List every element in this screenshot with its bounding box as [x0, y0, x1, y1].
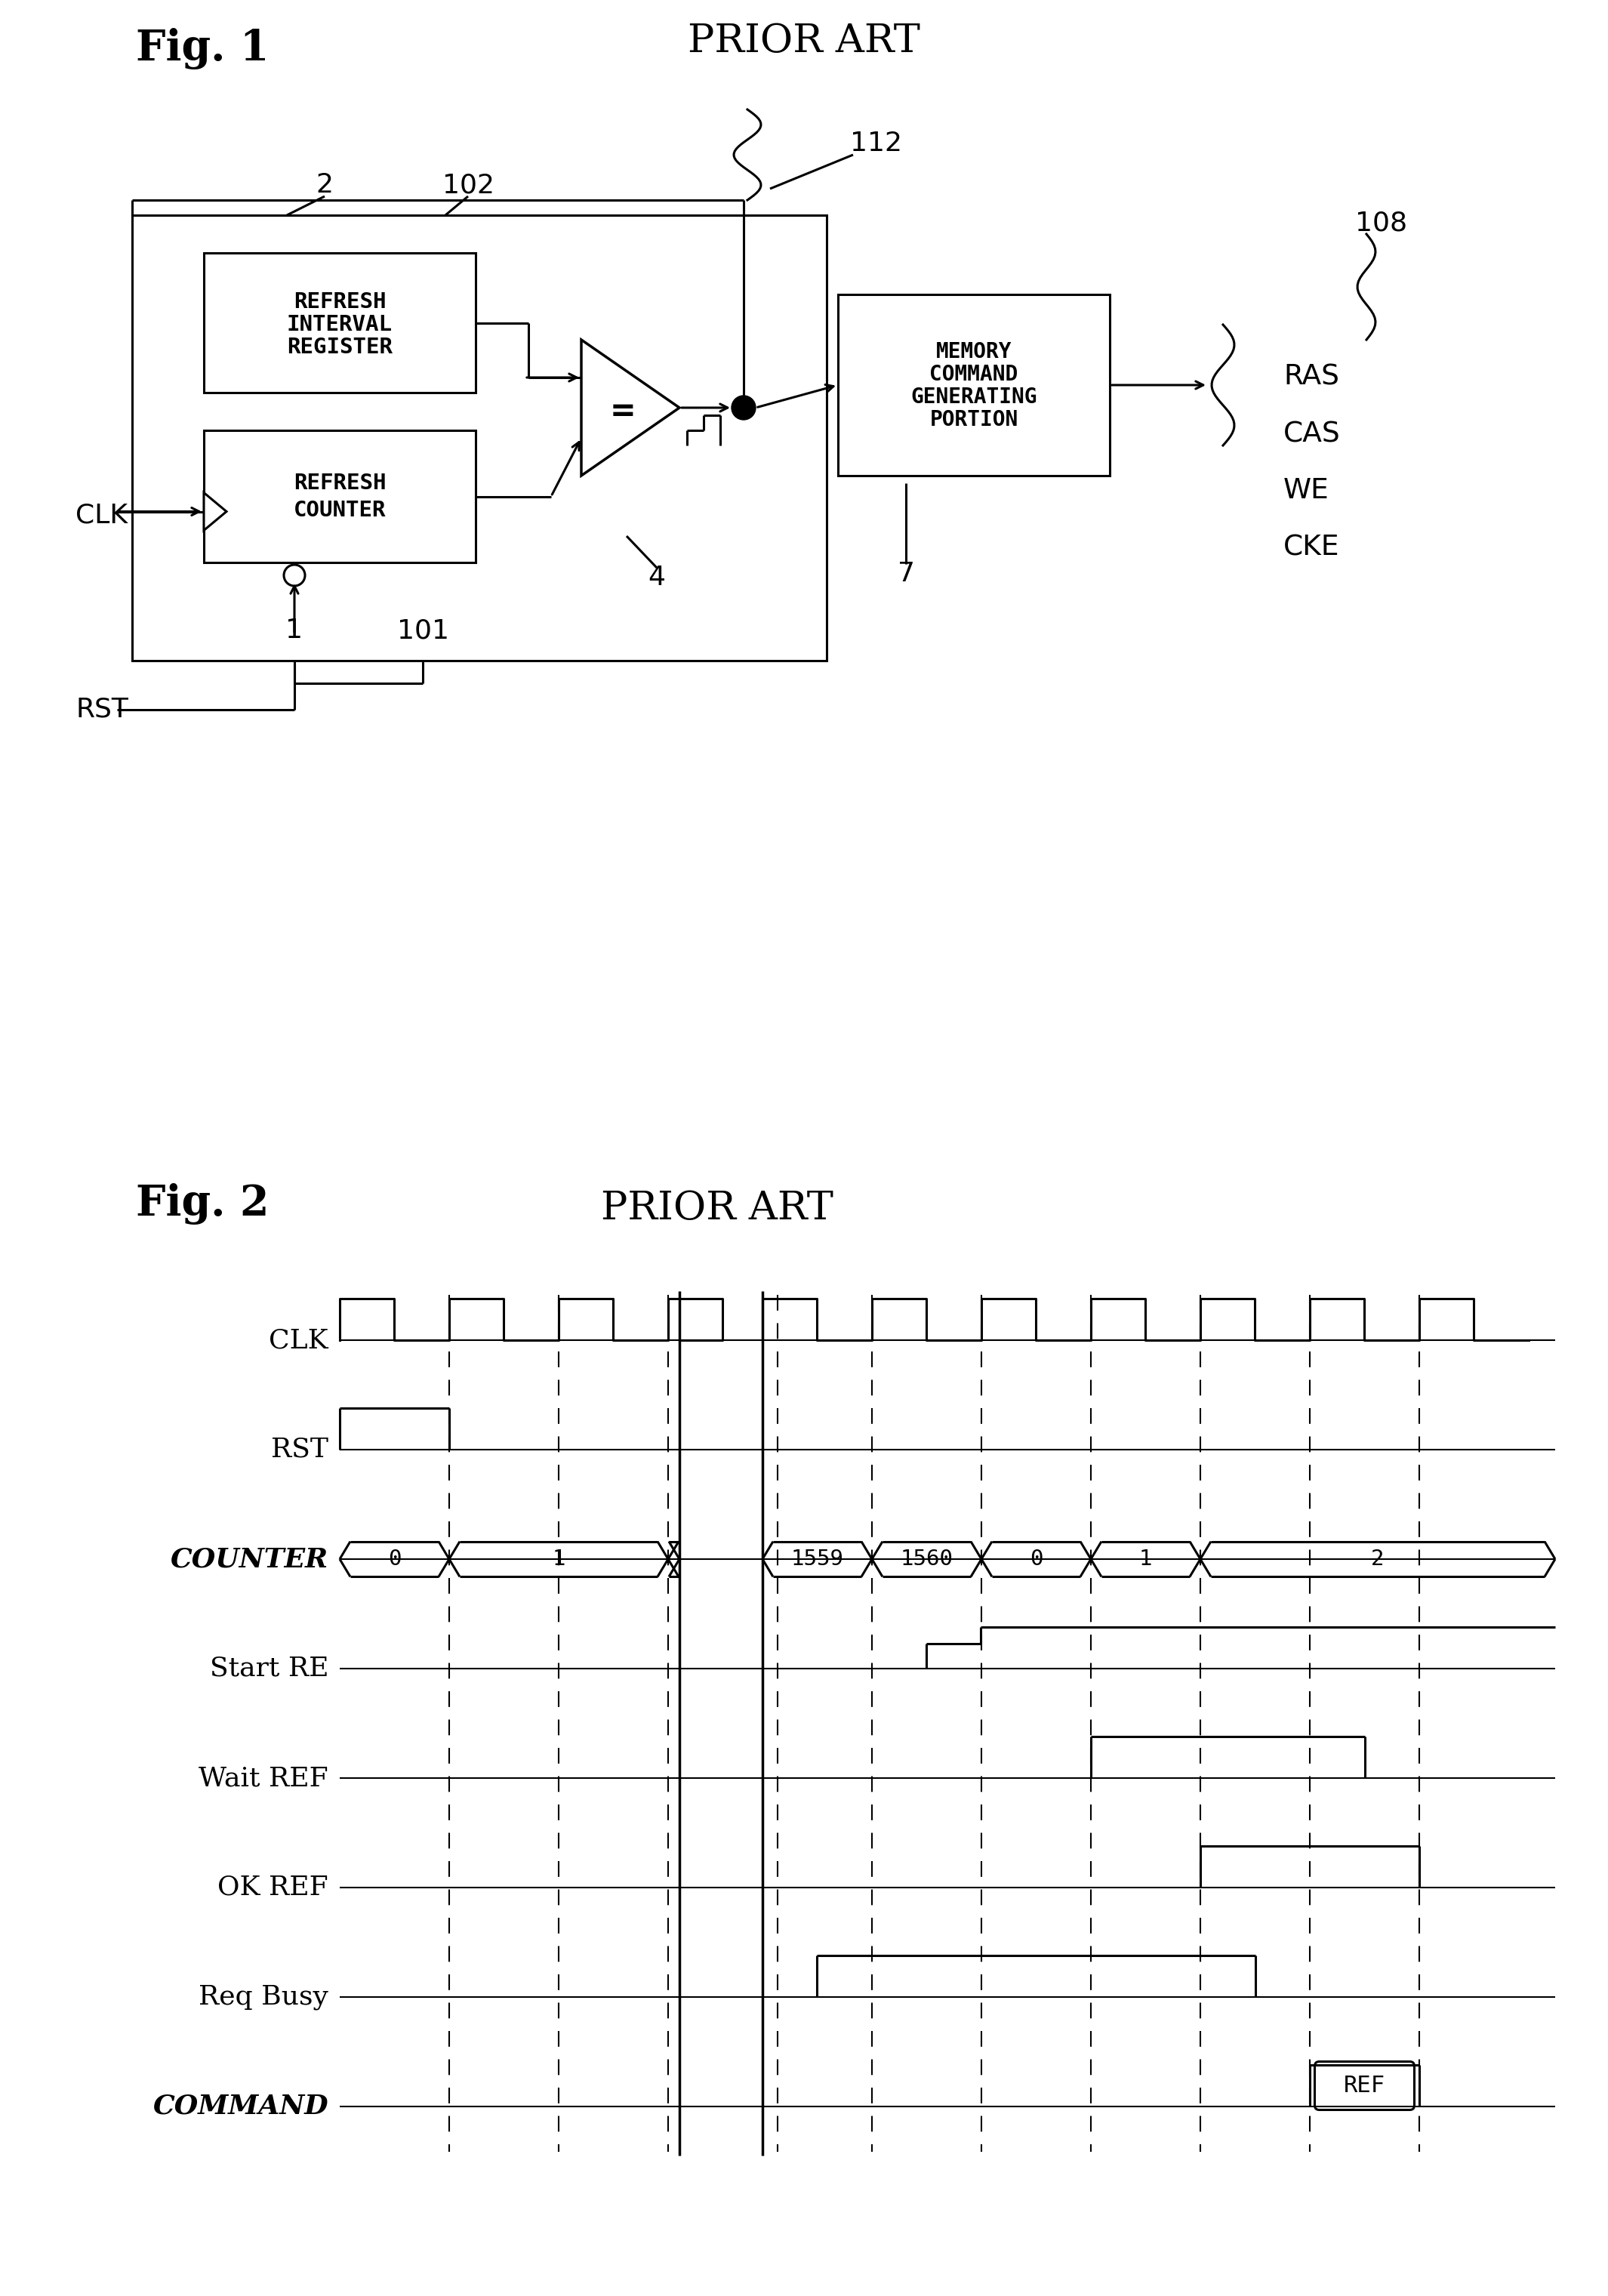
- Text: Req Busy: Req Busy: [199, 1984, 328, 2009]
- Polygon shape: [204, 494, 227, 530]
- Polygon shape: [582, 340, 680, 475]
- Text: RST: RST: [76, 698, 129, 723]
- FancyBboxPatch shape: [1315, 2062, 1415, 2110]
- Text: 1559: 1559: [791, 1548, 844, 1570]
- Text: Start RE: Start RE: [209, 1655, 328, 1681]
- Text: PRIOR ART: PRIOR ART: [688, 23, 920, 60]
- Text: REF: REF: [1344, 2076, 1386, 2096]
- Text: WE: WE: [1283, 478, 1330, 505]
- Text: RAS: RAS: [1283, 365, 1339, 390]
- Text: PORTION: PORTION: [929, 409, 1018, 429]
- Text: CLK: CLK: [76, 503, 127, 528]
- Text: 108: 108: [1356, 209, 1407, 236]
- Text: 0: 0: [1029, 1548, 1042, 1570]
- Text: RST: RST: [272, 1437, 328, 1463]
- Circle shape: [732, 395, 756, 420]
- Text: 0: 0: [388, 1548, 400, 1570]
- Text: 1: 1: [1138, 1548, 1153, 1570]
- Text: Fig. 2: Fig. 2: [137, 1182, 269, 1226]
- Text: Fig. 1: Fig. 1: [137, 28, 269, 69]
- Text: REFRESH: REFRESH: [294, 292, 386, 312]
- Text: COUNTER: COUNTER: [170, 1545, 328, 1573]
- Text: CAS: CAS: [1283, 420, 1341, 448]
- Text: REGISTER: REGISTER: [286, 335, 392, 358]
- Text: REFRESH: REFRESH: [294, 473, 386, 494]
- Text: 102: 102: [442, 172, 494, 197]
- Text: =: =: [609, 395, 635, 427]
- Text: Wait REF: Wait REF: [199, 1766, 328, 1791]
- Text: 112: 112: [849, 131, 902, 156]
- Text: INTERVAL: INTERVAL: [286, 315, 392, 335]
- Text: PRIOR ART: PRIOR ART: [601, 1189, 833, 1228]
- Text: 2: 2: [315, 172, 333, 197]
- Text: 1560: 1560: [900, 1548, 954, 1570]
- Text: GENERATING: GENERATING: [910, 386, 1037, 409]
- Text: 101: 101: [397, 618, 449, 643]
- Text: MEMORY: MEMORY: [936, 342, 1011, 363]
- Bar: [838, 294, 1110, 475]
- Text: 2: 2: [1372, 1548, 1384, 1570]
- Text: 1: 1: [286, 618, 302, 643]
- Text: 1: 1: [552, 1548, 566, 1570]
- Bar: [132, 216, 827, 661]
- Text: COUNTER: COUNTER: [294, 501, 386, 521]
- Text: COMMAND: COMMAND: [929, 365, 1018, 386]
- Text: OK REF: OK REF: [217, 1876, 328, 1901]
- Text: 4: 4: [648, 565, 666, 590]
- Text: 7: 7: [897, 560, 915, 588]
- Bar: [204, 253, 476, 393]
- Bar: [204, 429, 476, 563]
- Text: COMMAND: COMMAND: [153, 2094, 328, 2119]
- Text: CLK: CLK: [269, 1327, 328, 1352]
- Text: CKE: CKE: [1283, 533, 1339, 560]
